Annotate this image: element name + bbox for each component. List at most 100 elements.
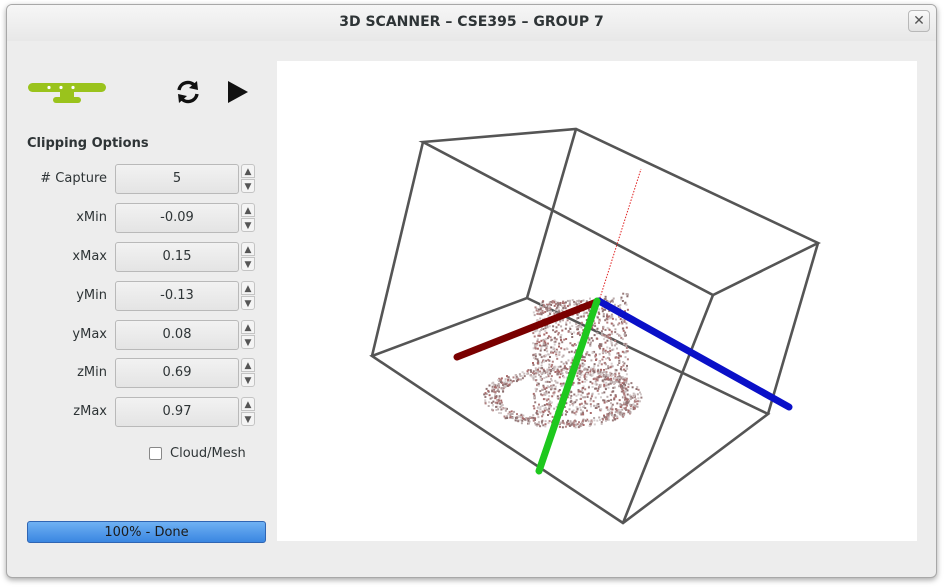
point-cloud-render[interactable] — [277, 61, 917, 541]
spin-up-button[interactable]: ▲ — [241, 281, 255, 295]
cloud-point — [596, 370, 599, 373]
spin-input[interactable]: 0.08 — [115, 320, 239, 350]
spin-input[interactable]: 0.97 — [115, 397, 239, 427]
cloud-point — [551, 387, 554, 390]
cloud-point — [487, 405, 490, 407]
cloud-point — [566, 348, 569, 351]
cloud-point — [603, 414, 605, 417]
cloud-point — [606, 406, 609, 409]
cloud-point — [559, 302, 561, 304]
spin-up-button[interactable]: ▲ — [241, 358, 255, 372]
cloud-point — [563, 348, 566, 351]
spin-down-button[interactable]: ▼ — [241, 412, 255, 426]
spin-box[interactable]: -0.13 ▲ ▼ — [115, 281, 255, 311]
spin-input[interactable]: 0.69 — [115, 358, 239, 388]
spin-up-button[interactable]: ▲ — [241, 164, 255, 178]
cloud-point — [609, 316, 612, 319]
cloud-point — [553, 407, 556, 410]
close-button[interactable]: ✕ — [908, 10, 930, 32]
cloud-point — [578, 421, 580, 424]
cloud-point — [546, 368, 549, 371]
spin-down-button[interactable]: ▼ — [241, 218, 255, 232]
spin-box[interactable]: 0.97 ▲ ▼ — [115, 397, 255, 427]
spin-box[interactable]: 5 ▲ ▼ — [115, 164, 255, 194]
spin-input[interactable]: 5 — [115, 164, 239, 194]
spin-up-button[interactable]: ▲ — [241, 320, 255, 334]
spin-box[interactable]: -0.09 ▲ ▼ — [115, 203, 255, 233]
refresh-button[interactable] — [173, 77, 203, 107]
cloud-point — [573, 412, 576, 415]
cloud-point — [614, 375, 617, 378]
cloud-point — [621, 382, 624, 385]
title-bar[interactable]: 3D SCANNER – CSE395 – GROUP 7 ✕ — [7, 5, 936, 41]
cloud-point — [554, 340, 557, 343]
cloud-point — [504, 407, 507, 410]
cloud-point — [618, 385, 621, 388]
cloud-point — [539, 311, 542, 314]
cloud-point — [629, 407, 632, 410]
spin-buttons: ▲ ▼ — [241, 320, 255, 350]
cloud-point — [539, 308, 542, 311]
cloud-point — [529, 374, 532, 377]
spin-down-button[interactable]: ▼ — [241, 373, 255, 387]
spin-box[interactable]: 0.15 ▲ ▼ — [115, 242, 255, 272]
cloud-point — [604, 351, 607, 354]
cloud-point — [500, 408, 503, 411]
cloud-mesh-checkbox[interactable] — [149, 447, 162, 460]
cloud-point — [569, 421, 572, 424]
cloud-point — [592, 372, 595, 375]
cloud-point — [614, 418, 616, 421]
cloud-point — [579, 364, 582, 367]
cloud-point — [600, 332, 603, 335]
3d-viewport[interactable] — [277, 61, 917, 541]
spin-buttons: ▲ ▼ — [241, 358, 255, 388]
spin-down-button[interactable]: ▼ — [241, 335, 255, 349]
cloud-point — [501, 387, 504, 390]
cloud-point — [607, 374, 609, 377]
cloud-point — [525, 417, 528, 420]
cloud-point — [579, 408, 582, 411]
cloud-point — [551, 415, 554, 418]
play-button[interactable] — [222, 77, 252, 107]
spin-box[interactable]: 0.08 ▲ ▼ — [115, 320, 255, 350]
cloud-point — [535, 390, 538, 393]
cloud-point — [575, 325, 578, 328]
cloud-point — [572, 409, 575, 412]
z-axis — [595, 297, 793, 411]
cloud-point — [504, 380, 507, 383]
cloud-point — [539, 344, 542, 347]
cloud-point — [537, 366, 540, 369]
cloud-point — [603, 385, 606, 388]
cloud-point — [586, 409, 588, 412]
cloud-point — [620, 386, 622, 389]
cloud-point — [504, 417, 507, 420]
cloud-point — [504, 386, 507, 389]
cloud-point — [537, 423, 540, 426]
spin-up-button[interactable]: ▲ — [241, 397, 255, 411]
cloud-point — [592, 400, 595, 403]
spin-input[interactable]: -0.13 — [115, 281, 239, 311]
cloud-point — [622, 364, 625, 367]
cloud-point — [569, 331, 572, 334]
cloud-point — [574, 301, 577, 304]
cloud-point — [582, 396, 585, 399]
cloud-point — [594, 407, 597, 409]
spin-down-button[interactable]: ▼ — [241, 179, 255, 193]
cloud-point — [618, 359, 621, 362]
spin-input[interactable]: 0.15 — [115, 242, 239, 272]
cloud-mesh-toggle[interactable]: Cloud/Mesh — [149, 446, 246, 461]
cloud-point — [534, 355, 537, 358]
spin-box[interactable]: 0.69 ▲ ▼ — [115, 358, 255, 388]
cloud-point — [613, 380, 616, 383]
spin-down-button[interactable]: ▼ — [241, 296, 255, 310]
cloud-point — [625, 343, 628, 346]
cloud-point — [539, 425, 542, 428]
spin-up-button[interactable]: ▲ — [241, 203, 255, 217]
cloud-point — [597, 405, 600, 408]
cloud-point — [571, 299, 574, 302]
spin-down-button[interactable]: ▼ — [241, 257, 255, 271]
cloud-point — [603, 399, 606, 402]
spin-input[interactable]: -0.09 — [115, 203, 239, 233]
spin-up-button[interactable]: ▲ — [241, 242, 255, 256]
cloud-point — [610, 398, 613, 401]
